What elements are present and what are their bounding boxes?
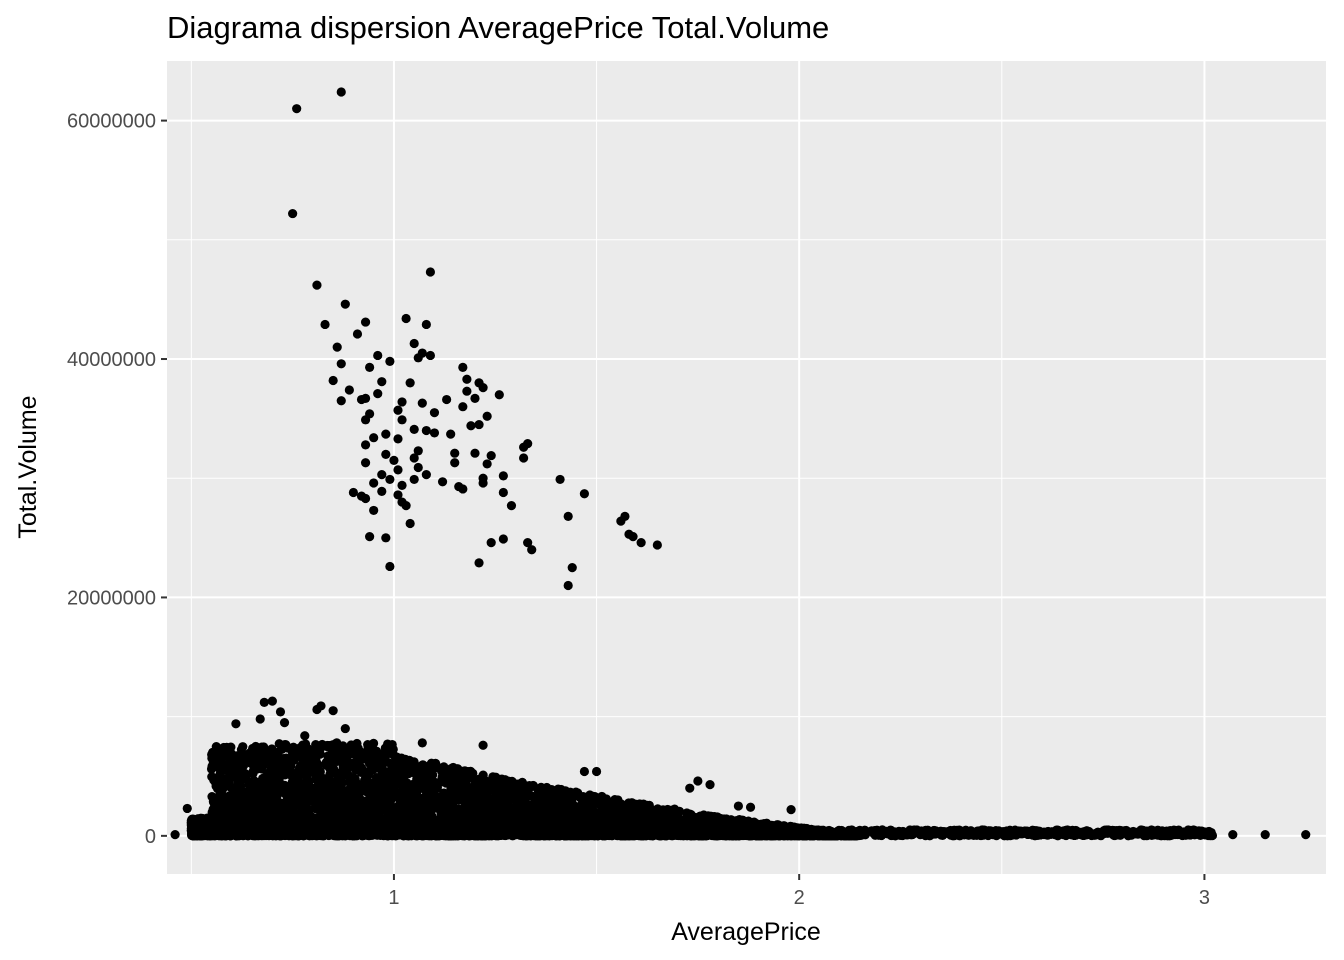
dense-point	[488, 786, 498, 796]
dense-point	[524, 780, 535, 791]
dense-point	[274, 739, 284, 749]
plot-panel	[167, 61, 1326, 874]
major-gridlines	[167, 61, 1326, 874]
dense-point	[397, 810, 407, 820]
dense-point	[334, 776, 344, 787]
dense-point	[298, 740, 308, 750]
dense-point	[229, 754, 239, 764]
dense-point	[225, 780, 235, 790]
dense-point	[220, 815, 231, 825]
dense-point	[340, 800, 350, 810]
dense-point	[209, 750, 219, 760]
dense-point	[369, 789, 379, 799]
dense-point	[395, 762, 406, 772]
dense-point	[639, 803, 649, 813]
dense-point	[396, 753, 407, 763]
dense-point	[363, 796, 373, 807]
dense-point	[221, 743, 232, 753]
dense-point	[230, 803, 240, 813]
dense-point	[303, 775, 313, 785]
dense-point	[615, 804, 625, 815]
dense-point	[234, 773, 244, 783]
dense-point	[354, 748, 364, 758]
dense-point	[428, 770, 438, 780]
dense-point	[283, 784, 293, 794]
dense-point	[500, 775, 510, 785]
dense-point	[239, 806, 249, 816]
dense-point	[624, 800, 635, 810]
dense-point	[274, 775, 284, 785]
dense-point	[431, 783, 442, 794]
dense-point	[336, 814, 347, 824]
dense-point	[507, 809, 517, 819]
minor-gridlines	[167, 61, 1326, 874]
dense-point	[439, 815, 449, 825]
dense-point	[228, 811, 239, 821]
dense-point	[292, 780, 302, 790]
dense-point	[306, 792, 317, 802]
dense-point	[390, 791, 400, 802]
dense-point	[451, 791, 462, 801]
dense-point	[315, 811, 325, 821]
dense-point	[241, 773, 251, 783]
dense-point	[330, 807, 340, 817]
dense-point	[356, 803, 367, 813]
dense-point	[437, 772, 447, 782]
dense-point	[340, 745, 350, 755]
dense-point	[605, 803, 616, 813]
dense-point	[558, 794, 568, 804]
dense-point	[358, 782, 369, 792]
dense-point	[631, 800, 641, 810]
dense-point-mass	[170, 738, 1311, 841]
dense-point	[259, 806, 270, 816]
dense-point	[284, 765, 294, 775]
dense-point	[289, 755, 299, 765]
dense-point	[344, 758, 355, 768]
dense-point	[215, 768, 225, 778]
dense-point	[636, 810, 646, 820]
dense-point	[238, 742, 248, 752]
dense-point	[321, 757, 332, 767]
dense-point	[444, 793, 454, 803]
dense-point	[315, 767, 325, 777]
dense-point	[396, 798, 406, 808]
dense-point	[560, 786, 571, 796]
dense-point	[491, 775, 501, 785]
dense-point	[274, 787, 284, 797]
dense-point	[521, 798, 531, 808]
chart-title: Diagrama dispersion AveragePrice Total.V…	[167, 10, 830, 45]
dense-point	[267, 812, 277, 823]
dense-point	[360, 775, 370, 785]
dense-point	[272, 757, 282, 767]
dense-point	[371, 797, 381, 808]
dense-point	[247, 767, 258, 777]
dense-point	[325, 741, 335, 751]
dense-point	[213, 784, 223, 794]
dense-point	[427, 805, 437, 815]
dense-point	[387, 739, 397, 750]
dense-point	[471, 815, 481, 825]
dense-point	[426, 796, 437, 806]
dense-point	[341, 787, 352, 798]
